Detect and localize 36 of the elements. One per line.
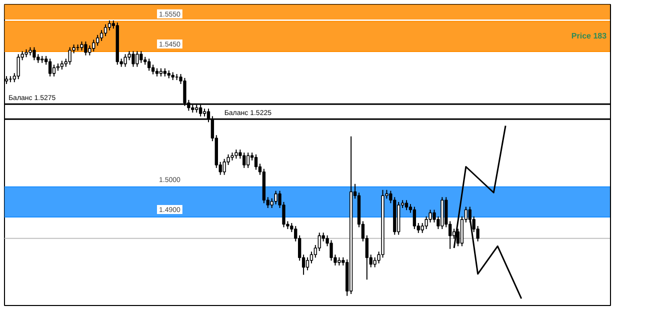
candlestick [52, 64, 56, 77]
candlestick [270, 198, 274, 208]
candlestick [373, 256, 376, 268]
candlestick [32, 46, 36, 61]
candlestick [92, 39, 96, 52]
candlestick [254, 154, 258, 170]
candlestick [124, 54, 127, 68]
candlestick [412, 206, 416, 230]
candlestick [306, 256, 310, 271]
candlestick [330, 240, 333, 262]
candlestick [310, 251, 314, 264]
candlestick [140, 50, 143, 64]
annotation: Price 183 [571, 32, 608, 40]
candlestick [136, 50, 139, 68]
candlestick [274, 190, 278, 205]
candlestick [318, 232, 321, 252]
candlestick [104, 24, 108, 37]
candlestick [16, 54, 20, 80]
candlestick [108, 20, 112, 31]
candlestick [132, 50, 135, 68]
candlestick [48, 58, 52, 77]
candlestick [80, 41, 84, 52]
candlestick [246, 152, 250, 168]
candlestick [100, 30, 104, 42]
candlestick [424, 216, 428, 230]
candlestick [242, 152, 246, 168]
candlestick [151, 64, 155, 75]
candlestick [234, 149, 238, 160]
candlestick [147, 58, 151, 72]
candlestick [88, 44, 92, 56]
candlestick [222, 158, 226, 176]
candlestick [96, 34, 100, 46]
candlestick [404, 200, 408, 211]
candlestick [420, 222, 424, 234]
candlestick [68, 46, 72, 66]
candlestick [84, 41, 88, 56]
